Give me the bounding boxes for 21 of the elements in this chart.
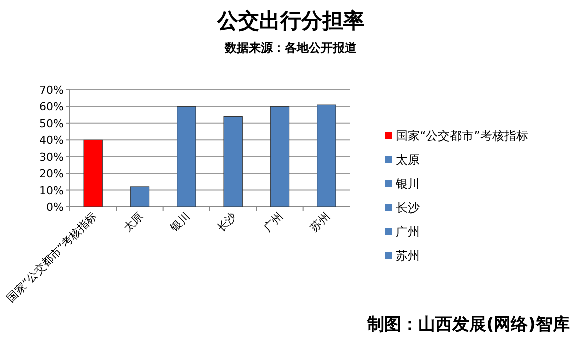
y-tick-label: 50% <box>40 117 64 130</box>
chart-subtitle: 数据来源：各地公开报道 <box>224 41 358 55</box>
x-tick-label: 太原 <box>121 210 146 235</box>
legend-label: 苏州 <box>396 249 420 263</box>
legend-label: 长沙 <box>396 201 420 215</box>
y-tick-label: 60% <box>40 100 64 114</box>
text: 制图：山西发展(网络)智库 <box>366 315 570 335</box>
chart-title: 公交出行分担率 <box>216 9 364 33</box>
y-tick-label: 30% <box>40 150 64 164</box>
legend-label: 国家“公交都市”考核指标 <box>396 129 528 143</box>
x-tick-label: 长沙 <box>214 210 240 235</box>
legend-label: 银川 <box>395 177 420 191</box>
x-tick-label: 银川 <box>167 210 193 236</box>
y-tick-label: 10% <box>40 184 64 198</box>
y-tick-label: 70% <box>40 84 64 97</box>
y-tick-label: 0% <box>46 201 64 214</box>
x-tick-label: 广州 <box>261 210 286 235</box>
x-tick-label: 苏州 <box>308 210 333 235</box>
y-tick-label: 20% <box>40 168 64 181</box>
legend-label: 太原 <box>396 153 420 167</box>
y-tick-label: 40% <box>40 134 64 148</box>
